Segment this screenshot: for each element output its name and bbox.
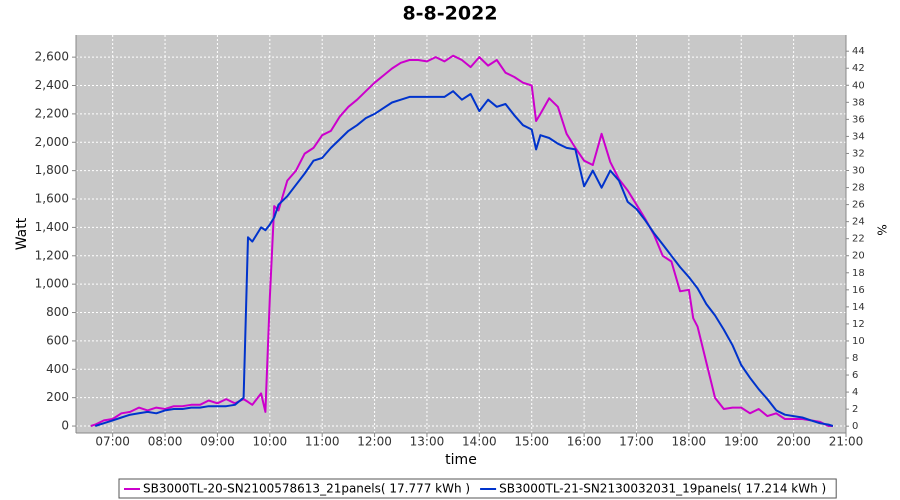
y2-tick-label: 0 bbox=[852, 421, 858, 432]
y2-tick-label: 22 bbox=[852, 234, 865, 245]
y2-tick-label: 28 bbox=[852, 183, 865, 194]
legend-label: SB3000TL-20-SN2100578613_21panels( 17.77… bbox=[143, 482, 470, 496]
y2-tick-label: 12 bbox=[852, 319, 865, 330]
y-tick-label: 200 bbox=[46, 390, 69, 404]
y2-tick-label: 34 bbox=[852, 131, 865, 142]
chart-title: 8-8-2022 bbox=[402, 3, 497, 25]
y2-tick-label: 38 bbox=[852, 97, 865, 108]
series-line bbox=[94, 90, 834, 427]
x-tick-label: 21:00 bbox=[829, 435, 864, 449]
y2-tick-label: 6 bbox=[852, 370, 858, 381]
y-axis-label: Watt bbox=[14, 217, 30, 250]
y2-tick-label: 40 bbox=[852, 80, 865, 91]
y2-tick-label: 42 bbox=[852, 63, 865, 74]
x-axis-label: time bbox=[445, 452, 477, 468]
y-tick-label: 1,800 bbox=[35, 163, 69, 177]
y-tick-label: 2,400 bbox=[35, 78, 69, 92]
y2-tick-label: 32 bbox=[852, 148, 865, 159]
y-tick-label: 2,200 bbox=[35, 106, 69, 120]
y2-tick-label: 36 bbox=[852, 114, 865, 125]
x-tick-label: 08:00 bbox=[148, 435, 183, 449]
y2-tick-label: 16 bbox=[852, 285, 865, 296]
x-tick-label: 07:00 bbox=[95, 435, 130, 449]
x-tick-label: 19:00 bbox=[724, 435, 759, 449]
y2-tick-label: 8 bbox=[852, 353, 858, 364]
y2-tick-label: 18 bbox=[852, 268, 865, 279]
y2-tick-label: 14 bbox=[852, 302, 865, 313]
x-tick-label: 20:00 bbox=[776, 435, 811, 449]
y-tick-label: 400 bbox=[46, 362, 69, 376]
x-tick-label: 15:00 bbox=[514, 435, 549, 449]
x-tick-label: 11:00 bbox=[305, 435, 340, 449]
x-tick-label: 10:00 bbox=[253, 435, 288, 449]
y2-tick-label: 44 bbox=[852, 46, 865, 57]
y-tick-label: 2,000 bbox=[35, 135, 69, 149]
y2-axis-label: % bbox=[875, 224, 889, 235]
x-tick-label: 09:00 bbox=[200, 435, 235, 449]
y-tick-label: 1,000 bbox=[35, 277, 69, 291]
series-line bbox=[90, 54, 833, 427]
x-tick-label: 18:00 bbox=[672, 435, 707, 449]
y2-tick-label: 26 bbox=[852, 200, 865, 211]
y-tick-label: 800 bbox=[46, 305, 69, 319]
y-tick-label: 600 bbox=[46, 333, 69, 347]
y2-tick-label: 4 bbox=[852, 387, 858, 398]
legend bbox=[118, 478, 837, 499]
x-tick-label: 17:00 bbox=[619, 435, 654, 449]
y-tick-label: 0 bbox=[61, 419, 69, 433]
y2-tick-label: 20 bbox=[852, 251, 865, 262]
x-tick-label: 13:00 bbox=[410, 435, 445, 449]
y2-tick-label: 2 bbox=[852, 404, 858, 415]
y2-tick-label: 24 bbox=[852, 217, 865, 228]
x-tick-label: 16:00 bbox=[567, 435, 602, 449]
y2-tick-label: 10 bbox=[852, 336, 865, 347]
y-tick-label: 1,400 bbox=[35, 220, 69, 234]
y-tick-label: 2,600 bbox=[35, 50, 69, 64]
y2-tick-label: 30 bbox=[852, 166, 865, 177]
x-tick-label: 12:00 bbox=[357, 435, 392, 449]
legend-label: SB3000TL-21-SN2130032031_19panels( 17.21… bbox=[499, 482, 826, 496]
y-tick-label: 1,600 bbox=[35, 192, 69, 206]
plot-area bbox=[76, 35, 846, 433]
x-tick-label: 14:00 bbox=[462, 435, 497, 449]
y-tick-label: 1,200 bbox=[35, 248, 69, 262]
